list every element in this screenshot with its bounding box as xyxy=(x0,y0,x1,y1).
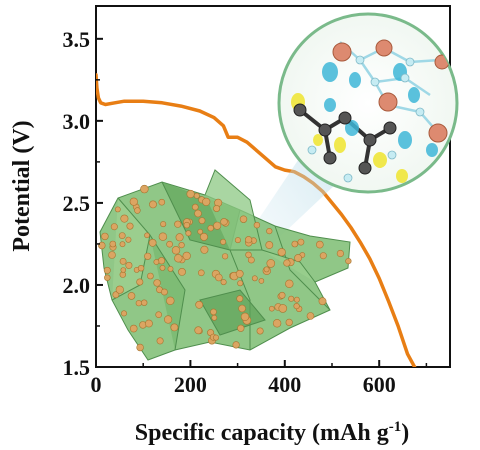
x-tick-label: 0 xyxy=(91,372,102,397)
atomic-structure-inset xyxy=(277,12,459,194)
y-axis: 1.5 2.0 2.5 3.0 3.5 xyxy=(63,27,103,380)
plot-frame xyxy=(95,5,451,368)
x-axis-label: Specific capacity (mAh g-1) xyxy=(135,419,409,446)
y-axis-label: Potential (V) xyxy=(9,120,35,251)
graphene-illustration xyxy=(98,75,372,361)
y-tick-label: 1.5 xyxy=(63,355,91,380)
series-line xyxy=(96,73,417,367)
y-tick-label: 2.5 xyxy=(63,191,91,216)
y-tick-label: 3.5 xyxy=(63,27,91,52)
x-tick-label: 400 xyxy=(268,372,301,397)
y-tick-label: 3.0 xyxy=(63,109,91,134)
x-tick-label: 200 xyxy=(174,372,207,397)
series-group xyxy=(96,73,417,367)
plot-area xyxy=(95,5,451,368)
x-tick-label: 600 xyxy=(363,372,396,397)
y-tick-label: 2.0 xyxy=(63,273,91,298)
x-axis: 0 200 400 600 xyxy=(91,360,428,397)
